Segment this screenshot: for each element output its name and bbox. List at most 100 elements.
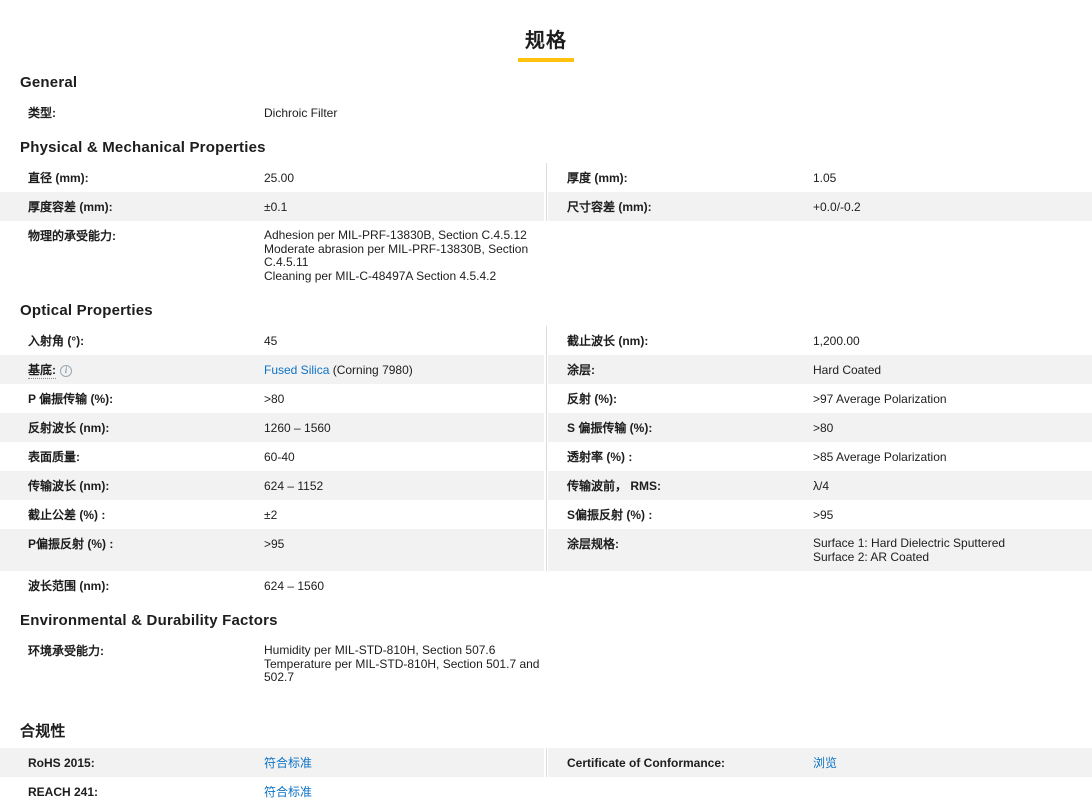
spec-label-text: 截止公差 (%) :	[28, 508, 106, 522]
spec-label-text: 基底:	[28, 363, 56, 379]
section-optical: Optical Properties 入射角 (°): 45 截止波长 (nm): 1,…	[0, 302, 1092, 600]
spec-cell: RoHS 2015: 符合标准	[0, 747, 544, 777]
spec-row: 表面质量: 60-40 透射率 (%) : >85 Average Polarizat…	[0, 442, 1092, 471]
spec-cell: 厚度 (mm): 1.05	[548, 163, 1092, 192]
spec-value-text: 1,200.00	[813, 334, 860, 348]
spec-label-text: 反射 (%):	[567, 392, 617, 406]
spec-value-line: Cleaning per MIL-C-48497A Section 4.5.4.…	[264, 268, 497, 283]
spec-label-text: 反射波长 (nm):	[28, 421, 110, 435]
spec-value-line: Temperature per MIL-STD-810H, Section 50…	[264, 656, 540, 671]
spec-label-text: 波长范围 (nm):	[28, 579, 110, 593]
spec-label: 厚度容差 (mm):	[0, 200, 264, 214]
spec-value: 60-40	[264, 450, 544, 464]
spec-value: 45	[264, 334, 544, 348]
spec-value: >80	[813, 421, 1092, 435]
spec-label-text: 传输波长 (nm):	[28, 479, 110, 493]
spec-label-tooltip[interactable]: 基底: i	[0, 363, 264, 379]
spec-value-text: 1260 – 1560	[264, 421, 331, 435]
title-underline	[518, 58, 574, 62]
spec-cell: 透射率 (%) : >85 Average Polarization	[548, 442, 1092, 471]
spec-label: 传输波长 (nm):	[0, 479, 264, 493]
spec-cell: 厚度容差 (mm): ±0.1	[0, 192, 544, 221]
spec-value: >97 Average Polarization	[813, 392, 1092, 406]
page-title: 规格	[525, 30, 567, 52]
spec-value: 符合标准	[264, 785, 1092, 799]
spec-value-text: >97 Average Polarization	[813, 392, 947, 406]
spec-label-text: S偏振反射 (%) :	[567, 508, 653, 522]
spec-cell: 物理的承受能力: Adhesion per MIL-PRF-13830B, Sec…	[0, 221, 1092, 290]
spec-cell: 尺寸容差 (mm): +0.0/-0.2	[548, 192, 1092, 221]
spec-label-text: 物理的承受能力:	[28, 229, 116, 243]
spec-label-text: RoHS 2015:	[28, 755, 95, 770]
spec-value-text: 624 – 1152	[264, 479, 324, 493]
spec-value-text: 25.00	[264, 171, 295, 185]
spec-value: 624 – 1560	[264, 579, 1092, 593]
spec-value-link[interactable]: 浏览	[813, 755, 838, 770]
spec-label-text: 尺寸容差 (mm):	[567, 200, 652, 214]
spec-value-text: Hard Coated	[813, 363, 882, 377]
spec-label: S偏振反射 (%) :	[548, 508, 813, 522]
spec-value-text: >95	[264, 537, 285, 551]
section-physical-mechanical: Physical & Mechanical Properties 直径 (mm):…	[0, 139, 1092, 290]
spec-label: 入射角 (°):	[0, 334, 264, 348]
spec-value-link[interactable]: 符合标准	[264, 755, 313, 770]
spec-value: 浏览	[813, 756, 1092, 770]
spec-value-link[interactable]: Fused Silica	[264, 363, 330, 377]
spec-value-text: >85 Average Polarization	[813, 450, 947, 464]
spec-value: ±2	[264, 508, 544, 522]
spec-label: 尺寸容差 (mm):	[548, 200, 813, 214]
spec-cell: 基底: i Fused Silica (Corning 7980)	[0, 355, 544, 384]
spec-value-text: 1.05	[813, 171, 837, 185]
spec-row: 厚度容差 (mm): ±0.1 尺寸容差 (mm): +0.0/-0.2	[0, 192, 1092, 221]
spec-value-text: (Corning 7980)	[329, 363, 413, 377]
spec-label-text: REACH 241:	[28, 784, 99, 799]
spec-row: P偏振反射 (%) : >95 涂层规格: Surface 1: Hard Diele…	[0, 529, 1092, 571]
section-heading-optical: Optical Properties	[20, 302, 153, 319]
spec-value: Adhesion per MIL-PRF-13830B, Section C.4…	[264, 228, 1092, 283]
spec-value-line: Surface 1: Hard Dielectric Sputtered	[813, 536, 1006, 550]
spec-label: 物理的承受能力:	[0, 229, 264, 243]
spec-row: 环境承受能力: Humidity per MIL-STD-810H, Sectio…	[0, 636, 1092, 692]
section-general: General 类型: Dichroic Filter	[0, 74, 1092, 127]
spec-value: ±0.1	[264, 200, 544, 214]
spec-row: 截止公差 (%) : ±2 S偏振反射 (%) : >95	[0, 500, 1092, 529]
spec-cell: P 偏振传输 (%): >80	[0, 384, 544, 413]
spec-value: >95	[813, 508, 1092, 522]
spec-label: 涂层规格:	[548, 537, 813, 551]
spec-label-text: 直径 (mm):	[28, 171, 89, 185]
spec-label: 涂层:	[548, 363, 813, 377]
spec-value: 624 – 1152	[264, 479, 544, 493]
spec-sections: General 类型: Dichroic Filter Physical & Mech…	[0, 74, 1092, 806]
spec-label-text: 截止波长 (nm):	[567, 334, 649, 348]
spec-value-text: 45	[264, 334, 278, 348]
spec-value-text: >80	[264, 392, 285, 406]
spec-cell: 截止公差 (%) : ±2	[0, 500, 544, 529]
spec-value: Surface 1: Hard Dielectric Sputtered Surf…	[813, 536, 1092, 564]
info-icon[interactable]: i	[60, 364, 72, 377]
spec-label-text: 入射角 (°):	[28, 334, 85, 348]
section-heading-compliance: 合规性	[20, 722, 66, 740]
spec-label-text: 涂层:	[567, 363, 595, 377]
spec-label: 环境承受能力:	[0, 644, 264, 658]
spec-label: 透射率 (%) :	[548, 450, 813, 464]
spec-label: 反射波长 (nm):	[0, 421, 264, 435]
spec-label-text: 涂层规格:	[567, 537, 619, 551]
spec-label: 反射 (%):	[548, 392, 813, 406]
spec-value: >80	[264, 392, 544, 406]
spec-value-link[interactable]: 符合标准	[264, 784, 313, 799]
spec-cell: 传输波长 (nm): 624 – 1152	[0, 471, 544, 500]
page-title-wrap: 规格	[0, 0, 1092, 62]
spec-value-text: 60-40	[264, 450, 295, 464]
spec-value-text: ±2	[264, 508, 278, 522]
section-environmental: Environmental & Durability Factors 环境承受能力…	[0, 612, 1092, 692]
spec-value: >95	[264, 537, 544, 551]
spec-value: 符合标准	[264, 756, 544, 770]
spec-value-text: λ/4	[813, 479, 830, 493]
spec-value-line: Surface 2: AR Coated	[813, 549, 930, 564]
spec-cell: 入射角 (°): 45	[0, 326, 544, 355]
spec-cell: P偏振反射 (%) : >95	[0, 529, 544, 571]
spec-label-text: P 偏振传输 (%):	[28, 392, 114, 406]
spec-label: RoHS 2015:	[0, 756, 264, 770]
spec-label: S 偏振传输 (%):	[548, 421, 813, 435]
spec-value: Fused Silica (Corning 7980)	[264, 363, 544, 377]
